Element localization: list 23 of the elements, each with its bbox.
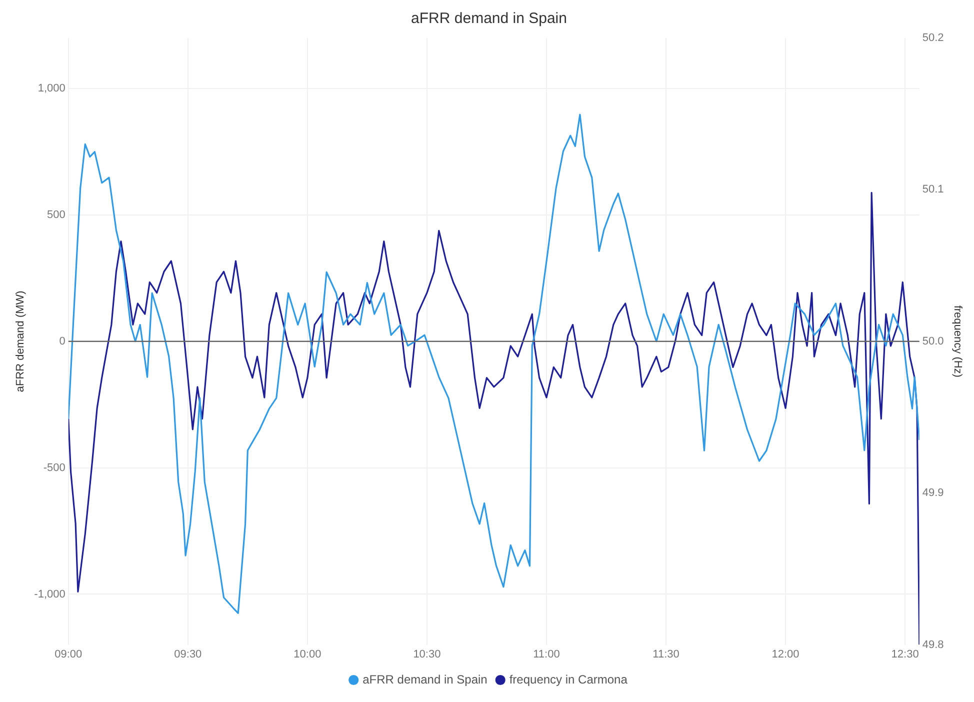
- y2-tick-label: 49.8: [922, 638, 944, 651]
- x-tick-label: 09:30: [174, 648, 202, 660]
- y2-tick-label: 50.2: [922, 32, 944, 44]
- y-tick-label: -500: [43, 462, 66, 474]
- y-axis-title: aFRR demand (MW): [14, 290, 27, 392]
- y2-tick-label: 49.9: [922, 487, 944, 500]
- y2-axis-title: frequency (Hz): [951, 305, 964, 378]
- legend-label: frequency in Carmona: [509, 672, 628, 686]
- y-tick-label: -1,000: [34, 588, 66, 600]
- x-tick-label: 11:00: [533, 648, 560, 660]
- x-tick-label: 10:30: [413, 648, 441, 660]
- legend-label: aFRR demand in Spain: [362, 672, 488, 686]
- chart-title: aFRR demand in Spain: [411, 10, 567, 28]
- y-tick-label: 1,000: [38, 82, 66, 95]
- x-tick-label: 09:00: [54, 648, 82, 660]
- x-tick-label: 10:00: [294, 648, 322, 660]
- y2-tick-label: 50.0: [922, 335, 944, 348]
- x-tick-label: 12:00: [772, 648, 800, 660]
- y2-tick-label: 50.1: [922, 184, 944, 196]
- y-tick-label: 0: [59, 335, 66, 348]
- x-tick-label: 12:30: [891, 648, 919, 660]
- x-tick-label: 11:30: [652, 648, 680, 660]
- y-tick-label: 500: [47, 209, 66, 222]
